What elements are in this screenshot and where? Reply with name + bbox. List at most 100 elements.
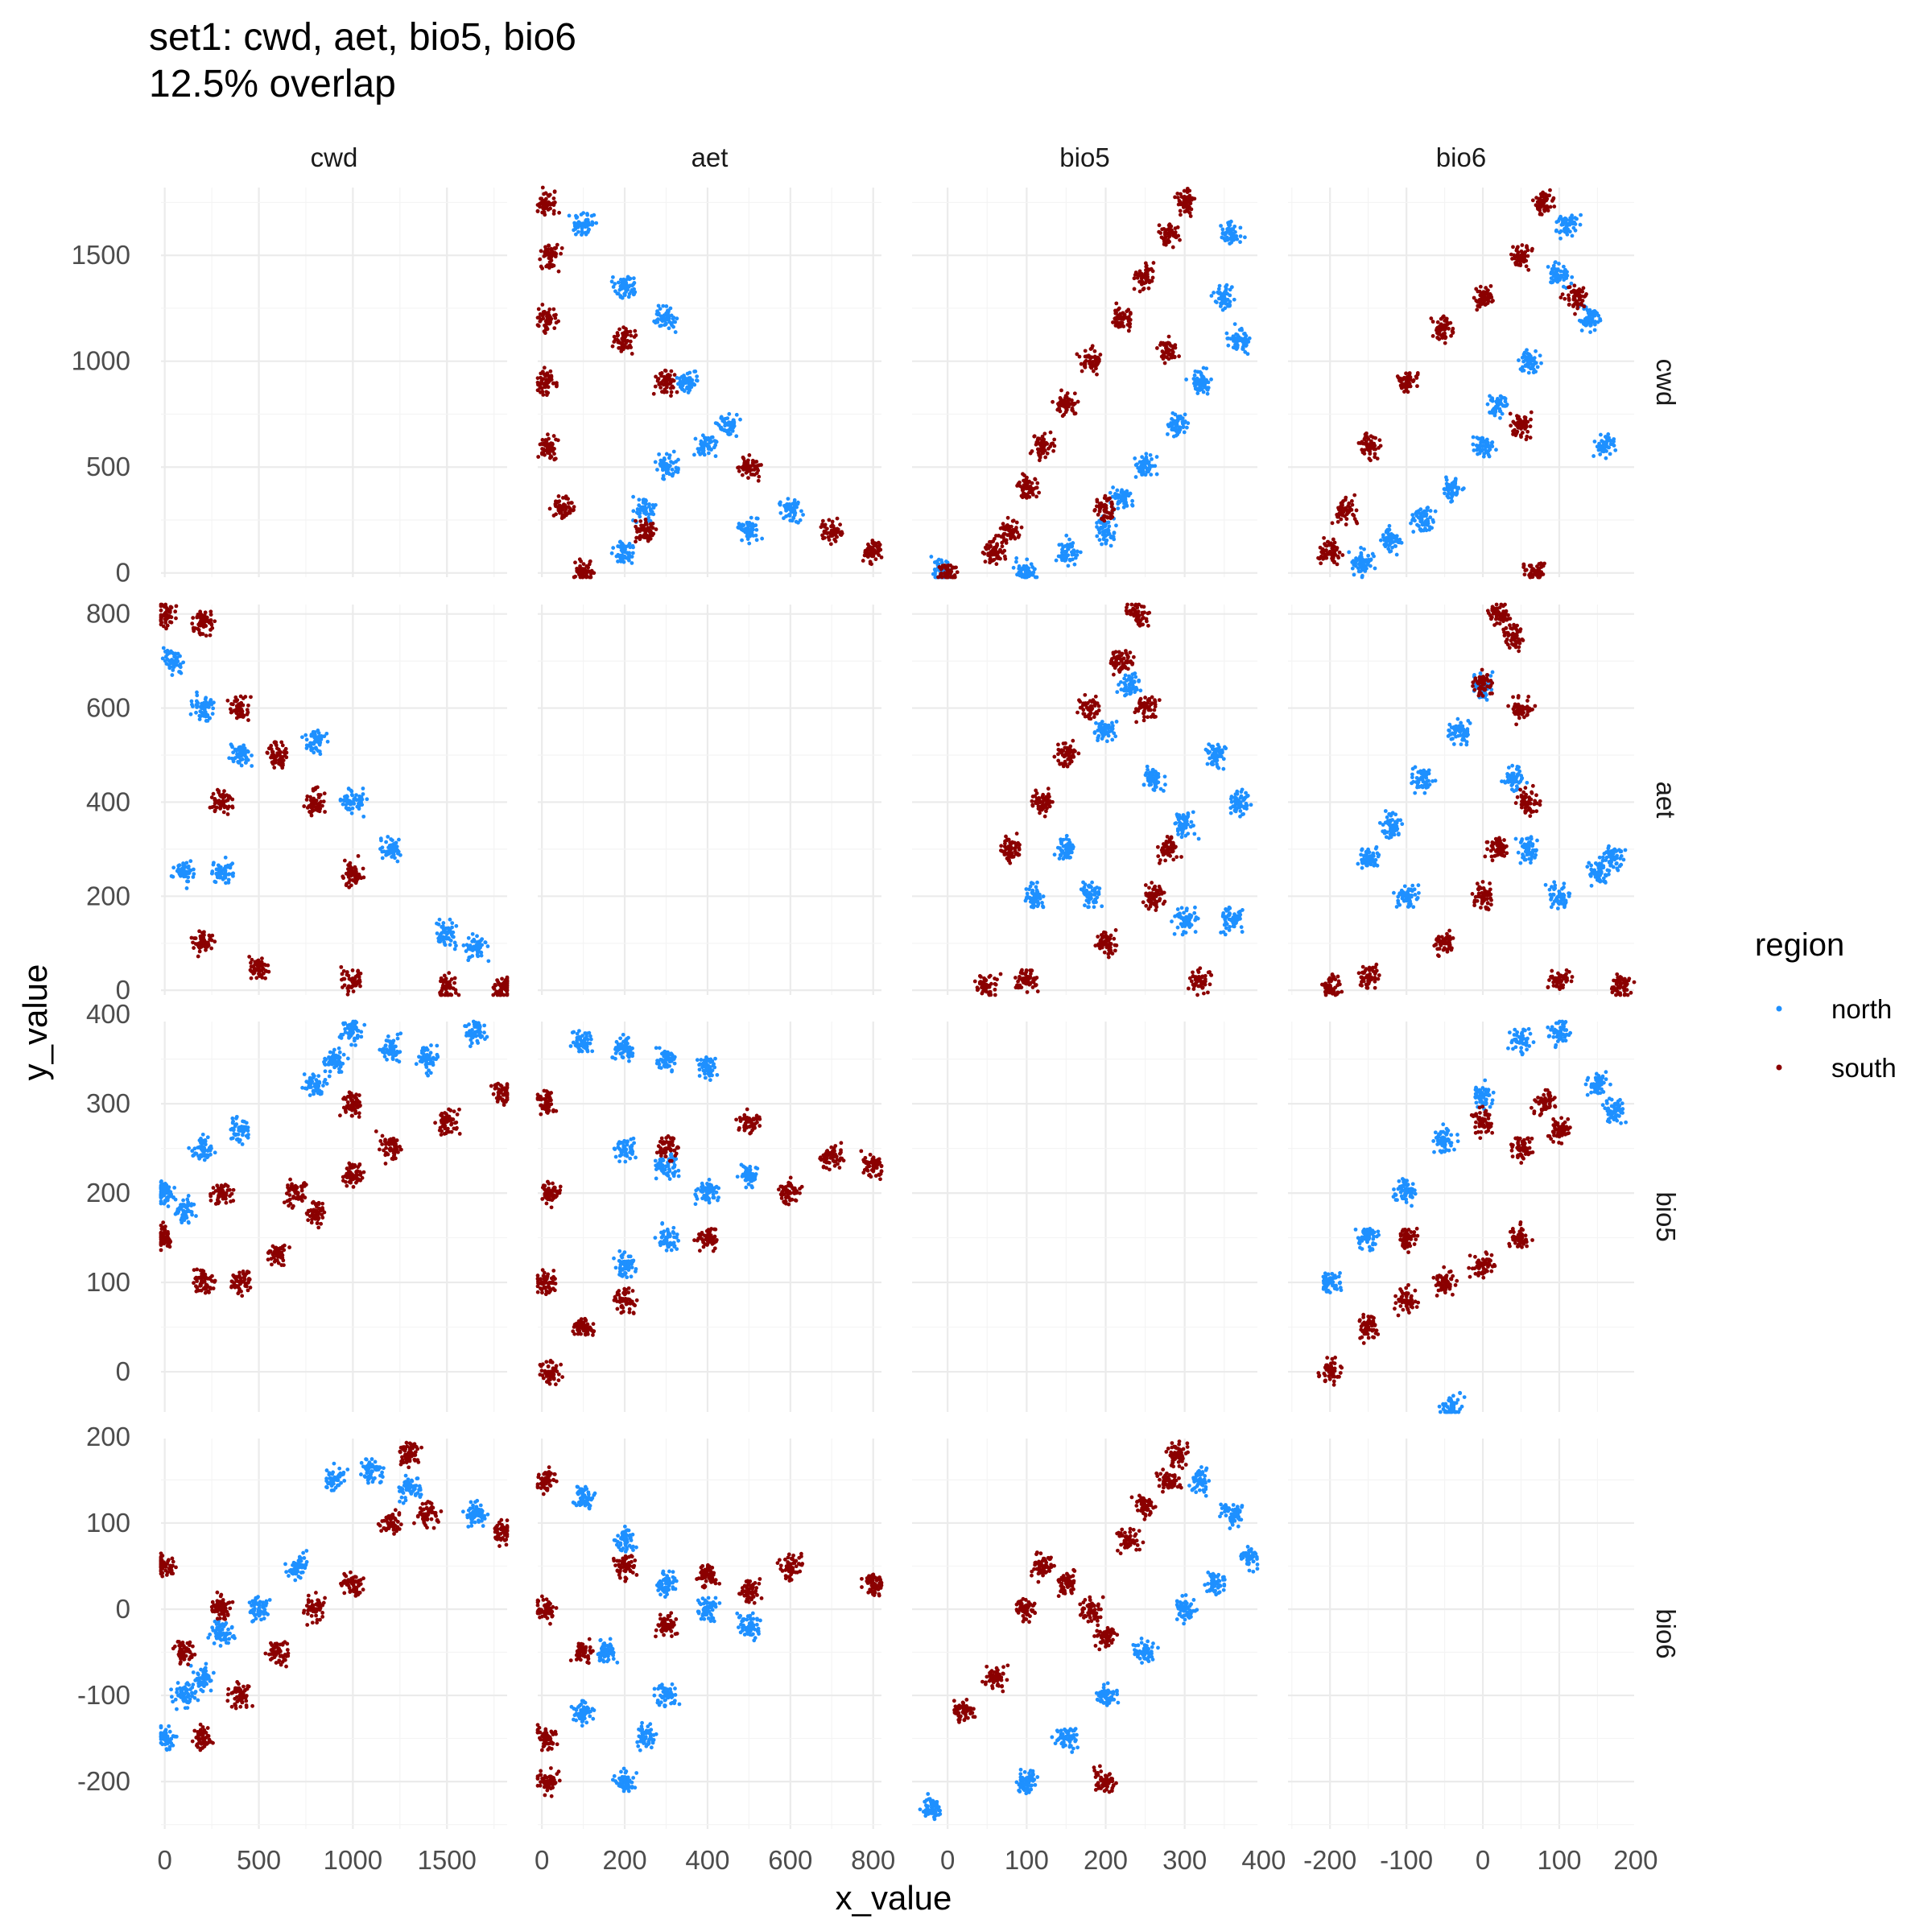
data-point-north: [621, 549, 625, 554]
data-point-north: [1402, 893, 1406, 898]
data-point-north: [1464, 740, 1469, 745]
data-point-north: [1095, 521, 1099, 525]
data-point-north: [476, 954, 481, 959]
data-point-north: [693, 436, 698, 441]
data-point-north: [1511, 771, 1516, 776]
data-point-north: [1407, 898, 1412, 902]
data-point-north: [1534, 349, 1538, 353]
data-point-north: [1173, 412, 1178, 417]
data-point-north: [737, 522, 741, 526]
data-point-north: [568, 1044, 573, 1048]
data-point-north: [1182, 921, 1187, 926]
data-point-north: [576, 225, 580, 229]
data-point-north: [200, 712, 205, 716]
data-point-north: [583, 1031, 588, 1035]
data-point-north: [1394, 552, 1399, 557]
data-point-north: [626, 1055, 631, 1059]
data-point-north: [1232, 322, 1237, 327]
data-point-north: [234, 1114, 239, 1119]
data-point-north: [1172, 931, 1177, 936]
data-point-north: [1110, 726, 1115, 731]
data-point-north: [734, 412, 739, 417]
data-point-north: [1451, 742, 1456, 746]
data-point-north: [670, 1068, 675, 1072]
data-point-north: [627, 551, 632, 555]
data-point-north: [661, 1051, 666, 1055]
data-point-north: [665, 1227, 670, 1232]
data-point-north: [748, 1167, 753, 1172]
data-point-north: [177, 670, 181, 674]
data-point-north: [1390, 545, 1394, 550]
data-point-north: [613, 282, 617, 286]
data-point-north: [173, 651, 178, 656]
data-point-north: [1418, 769, 1422, 774]
data-point-north: [1587, 314, 1591, 319]
data-point-north: [1162, 789, 1166, 793]
data-point-north: [1497, 409, 1502, 414]
data-point-north: [396, 1050, 401, 1055]
data-point-north: [444, 936, 448, 940]
data-point-north: [1189, 819, 1194, 824]
data-point-north: [395, 1032, 400, 1037]
data-point-north: [625, 1139, 630, 1144]
data-point-north: [588, 1037, 593, 1042]
data-point-north: [1216, 747, 1221, 752]
data-point-north: [1075, 549, 1080, 554]
data-point-north: [1239, 326, 1244, 331]
data-point-north: [1173, 914, 1177, 919]
data-point-north: [1179, 815, 1183, 820]
data-point-north: [1193, 905, 1197, 910]
data-point-north: [1063, 552, 1067, 557]
data-point-north: [472, 937, 477, 942]
data-point-north: [172, 1185, 177, 1190]
data-point-north: [424, 1071, 429, 1075]
data-point-north: [1490, 670, 1495, 675]
data-point-north: [706, 436, 711, 440]
data-point-north: [1558, 230, 1562, 235]
data-point-north: [1100, 737, 1104, 741]
data-point-north: [713, 454, 718, 459]
data-point-north: [576, 220, 581, 225]
data-point-north: [352, 797, 357, 802]
data-point-north: [749, 515, 753, 520]
data-point-north: [1557, 889, 1562, 894]
data-point-north: [1391, 533, 1395, 538]
data-point-north: [482, 1030, 486, 1035]
data-point-north: [200, 1144, 204, 1149]
data-point-north: [178, 873, 183, 878]
data-point-north: [217, 865, 221, 869]
data-point-north: [194, 1214, 198, 1218]
data-point-north: [625, 1041, 630, 1046]
data-point-north: [613, 1051, 618, 1055]
data-point-north: [1383, 809, 1388, 813]
data-point-north: [321, 1084, 325, 1088]
data-point-north: [230, 861, 235, 866]
data-point-north: [1425, 508, 1430, 513]
data-point-north: [345, 1023, 350, 1028]
data-point-north: [1130, 687, 1135, 691]
data-point-north: [246, 1133, 250, 1137]
data-point-north: [664, 1248, 669, 1253]
data-point-north: [662, 1230, 666, 1234]
data-point-north: [380, 856, 385, 861]
data-point-north: [239, 748, 244, 753]
data-point-north: [1216, 766, 1221, 770]
data-point-north: [693, 1202, 698, 1207]
data-point-north: [192, 1153, 196, 1158]
data-point-north: [437, 917, 442, 922]
data-point-north: [1129, 678, 1133, 683]
data-point-north: [782, 503, 786, 508]
data-point-north: [161, 646, 166, 650]
data-point-north: [1181, 425, 1186, 430]
data-point-north: [341, 1061, 345, 1066]
data-point-north: [345, 800, 350, 805]
data-point-north: [671, 1172, 676, 1177]
data-point-north: [188, 859, 193, 864]
data-point-north: [1109, 535, 1113, 540]
data-point-north: [352, 801, 357, 806]
data-point-north: [719, 416, 724, 420]
data-point-north: [1146, 469, 1150, 474]
data-point-north: [1484, 437, 1489, 442]
data-point-north: [1364, 558, 1368, 563]
data-point-north: [1410, 513, 1415, 517]
